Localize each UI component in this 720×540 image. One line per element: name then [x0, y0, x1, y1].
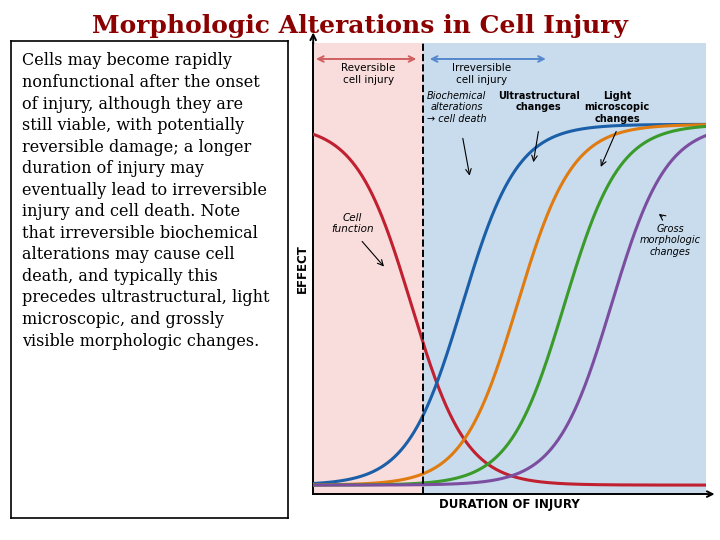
Text: Light
microscopic
changes: Light microscopic changes — [585, 91, 650, 124]
Text: Irreversible
cell injury: Irreversible cell injury — [452, 64, 511, 85]
Text: Cells may become rapidly
nonfunctional after the onset
of injury, although they : Cells may become rapidly nonfunctional a… — [22, 52, 269, 349]
Bar — [313, 43, 423, 494]
Text: Cell
function: Cell function — [331, 213, 374, 234]
Text: Ultrastructural
changes: Ultrastructural changes — [498, 91, 580, 112]
Text: Gross
morphologic
changes: Gross morphologic changes — [640, 224, 701, 256]
Text: Reversible
cell injury: Reversible cell injury — [341, 64, 395, 85]
Text: Biochemical
alterations
→ cell death: Biochemical alterations → cell death — [427, 91, 486, 124]
X-axis label: DURATION OF INJURY: DURATION OF INJURY — [439, 498, 580, 511]
Bar — [423, 43, 706, 494]
Text: Morphologic Alterations in Cell Injury: Morphologic Alterations in Cell Injury — [92, 14, 628, 37]
Y-axis label: EFFECT: EFFECT — [296, 244, 309, 293]
